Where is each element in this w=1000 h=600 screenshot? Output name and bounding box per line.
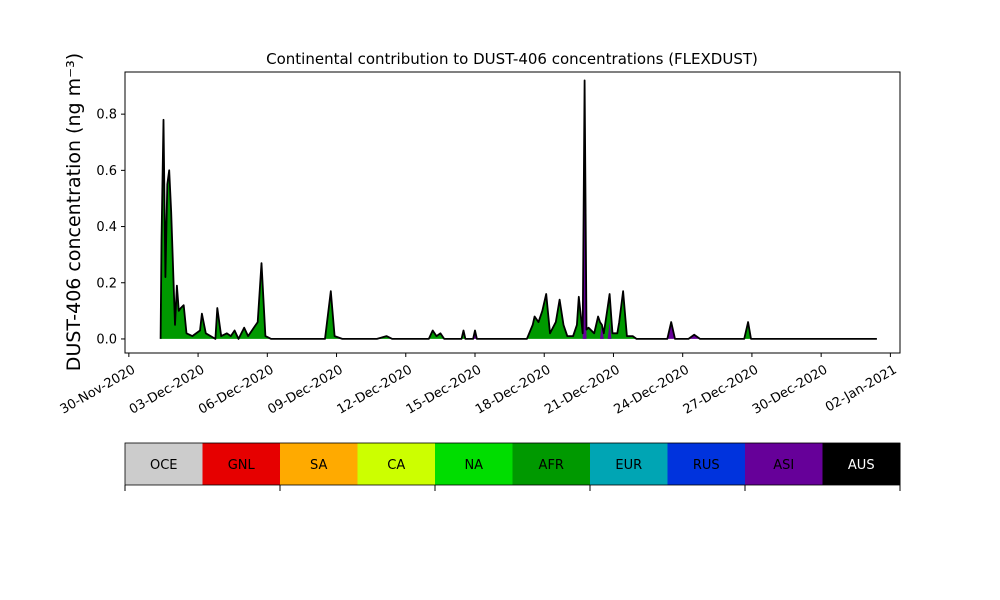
x-tick-label: 12-Dec-2020 bbox=[335, 362, 415, 417]
x-tick-label: 18-Dec-2020 bbox=[473, 362, 553, 417]
y-tick-label: 0.0 bbox=[96, 332, 117, 347]
colorbar-swatch-oce bbox=[125, 443, 203, 485]
colorbar-swatch-sa bbox=[280, 443, 358, 485]
colorbar-label-gnl: GNL bbox=[228, 458, 256, 473]
colorbar-frame bbox=[124, 442, 901, 486]
colorbar-label-aus: AUS bbox=[848, 458, 875, 473]
y-tick-label: 0.2 bbox=[96, 276, 117, 291]
y-axis-label: DUST-406 concentration (ng m⁻³) bbox=[63, 53, 85, 371]
total-concentration-line bbox=[159, 79, 877, 340]
colorbar-swatch-na bbox=[435, 443, 513, 485]
x-tick-label: 21-Dec-2020 bbox=[542, 362, 622, 417]
colorbar-swatch-asi bbox=[745, 443, 823, 485]
colorbar: OCE GNL SA CA NA AFR EUR RUS ASI AUS bbox=[124, 442, 901, 491]
colorbar-swatch-rus bbox=[667, 443, 746, 485]
x-tick-label: 30-Dec-2020 bbox=[750, 362, 830, 417]
x-tick-label: 24-Dec-2020 bbox=[611, 362, 691, 417]
x-tick-label: 06-Dec-2020 bbox=[196, 362, 276, 417]
plot-frame bbox=[124, 71, 901, 354]
plot-area bbox=[159, 79, 877, 340]
colorbar-swatch-gnl bbox=[202, 443, 281, 485]
colorbar-swatch-aus bbox=[822, 443, 901, 485]
colorbar-swatch-eur bbox=[590, 443, 668, 485]
colorbar-label-asi: ASI bbox=[773, 458, 794, 473]
x-tick-label: 02-Jan-2021 bbox=[823, 362, 900, 415]
colorbar-label-sa: SA bbox=[310, 458, 327, 473]
colorbar-label-oce: OCE bbox=[150, 458, 178, 473]
series-area-afr bbox=[160, 119, 877, 339]
y-tick-label: 0.8 bbox=[96, 108, 117, 123]
colorbar-swatch-ca bbox=[357, 443, 436, 485]
x-tick-label: 09-Dec-2020 bbox=[265, 362, 345, 417]
y-tick-label: 0.4 bbox=[96, 220, 117, 235]
colorbar-label-rus: RUS bbox=[693, 458, 720, 473]
y-axis: 0.0 0.2 0.4 0.6 0.8 bbox=[96, 108, 125, 347]
colorbar-label-na: NA bbox=[464, 458, 483, 473]
x-axis: 30-Nov-202003-Dec-202006-Dec-202009-Dec-… bbox=[58, 353, 900, 418]
colorbar-label-eur: EUR bbox=[615, 458, 642, 473]
series-area-asi bbox=[160, 80, 877, 339]
colorbar-swatch-afr bbox=[512, 443, 591, 485]
chart-title: Continental contribution to DUST-406 con… bbox=[266, 50, 758, 68]
x-tick-label: 03-Dec-2020 bbox=[127, 362, 207, 417]
colorbar-label-ca: CA bbox=[387, 458, 405, 473]
colorbar-label-afr: AFR bbox=[539, 458, 564, 473]
y-tick-label: 0.6 bbox=[96, 164, 117, 179]
x-tick-label: 15-Dec-2020 bbox=[404, 362, 484, 417]
x-tick-label: 27-Dec-2020 bbox=[681, 362, 761, 417]
